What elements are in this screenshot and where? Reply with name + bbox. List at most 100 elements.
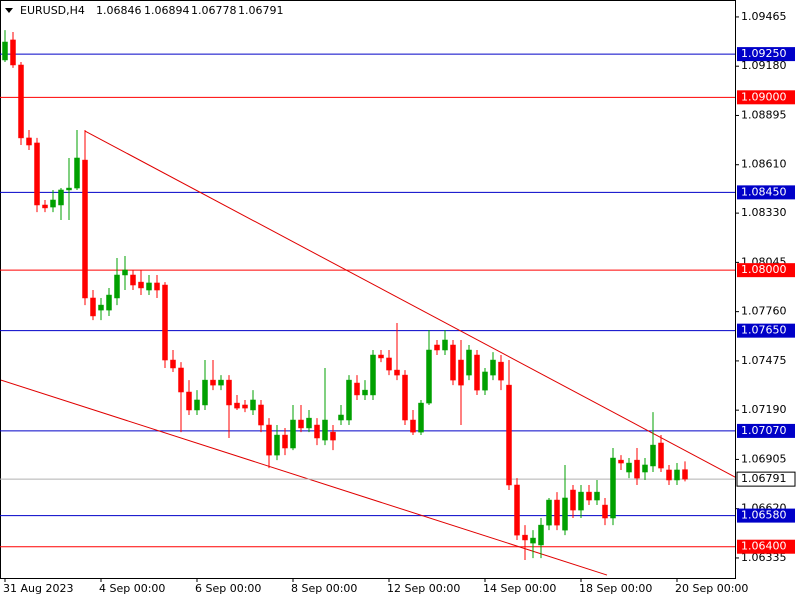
- candle-body: [154, 282, 160, 291]
- candle-body: [274, 434, 280, 456]
- x-tick-label: 12 Sep 00:00: [387, 582, 460, 595]
- candle-body: [354, 382, 360, 396]
- header-close: 1.06791: [238, 4, 284, 17]
- level-label: 1.07650: [741, 324, 787, 337]
- candle-body: [258, 404, 264, 426]
- plot-frame: [0, 0, 736, 579]
- candle-body: [434, 344, 440, 351]
- y-tick-label: 1.06335: [741, 551, 787, 564]
- candle-body: [82, 159, 88, 299]
- candle-body: [290, 419, 296, 449]
- candle-body: [426, 349, 432, 404]
- y-tick-label: 1.06905: [741, 452, 787, 465]
- candle-body: [234, 402, 240, 409]
- level-label-box: [737, 508, 795, 523]
- candle-body: [50, 199, 56, 208]
- x-tick-label: 6 Sep 00:00: [195, 582, 261, 595]
- candle-body: [298, 419, 304, 429]
- y-tick-label: 1.07760: [741, 305, 787, 318]
- x-tick-label: 4 Sep 00:00: [99, 582, 165, 595]
- level-label-box: [737, 47, 795, 62]
- candle-body: [138, 281, 144, 289]
- candle-body: [362, 389, 368, 396]
- candle-body: [626, 462, 632, 473]
- candle-body: [130, 274, 136, 286]
- header-high: 1.06894: [144, 4, 190, 17]
- candle-body: [530, 537, 536, 544]
- candle-body: [202, 379, 208, 406]
- candle-body: [610, 457, 616, 519]
- candle-body: [346, 379, 352, 421]
- candle-body: [546, 499, 552, 526]
- candle-body: [146, 282, 152, 291]
- candle-body: [114, 274, 120, 299]
- level-label-box: [737, 323, 795, 338]
- y-tick-label: 1.07475: [741, 354, 787, 367]
- candle-body: [490, 359, 496, 376]
- candle-body: [458, 359, 464, 386]
- candle-body: [34, 142, 40, 206]
- x-tick-label: 31 Aug 2023: [3, 582, 73, 595]
- collapse-arrow[interactable]: [5, 8, 13, 13]
- candle-body: [58, 189, 64, 206]
- symbol: EURUSD,H4: [20, 4, 85, 17]
- candle-body: [378, 354, 384, 359]
- level-label: 1.06400: [741, 540, 787, 553]
- candle-body: [450, 344, 456, 381]
- candle-body: [370, 354, 376, 396]
- candle-body: [338, 414, 344, 421]
- x-tick-label: 14 Sep 00:00: [483, 582, 556, 595]
- level-label-box: [737, 423, 795, 438]
- candle-body: [466, 349, 472, 376]
- candle-body: [394, 369, 400, 376]
- candle-body: [210, 379, 216, 386]
- candle-body: [18, 64, 24, 139]
- y-tick-label: 1.07190: [741, 403, 787, 416]
- candle-body: [410, 419, 416, 433]
- candle-body: [682, 469, 688, 480]
- candle-body: [194, 399, 200, 411]
- candle-body: [106, 294, 112, 311]
- candle-body: [26, 137, 32, 146]
- candle-body: [42, 204, 48, 209]
- y-tick-label: 1.08330: [741, 206, 787, 219]
- candle-body: [386, 357, 392, 371]
- x-tick-label: 8 Sep 00:00: [291, 582, 357, 595]
- candle-body: [586, 491, 592, 501]
- candle-body: [666, 469, 672, 481]
- candle-body: [186, 391, 192, 411]
- header-low: 1.06778: [191, 4, 237, 17]
- candle-body: [10, 39, 16, 66]
- candle-body: [2, 41, 8, 61]
- candle-body: [266, 424, 272, 456]
- candle-body: [594, 491, 600, 501]
- candle-body: [90, 297, 96, 317]
- candle-body: [282, 434, 288, 449]
- candle-body: [242, 404, 248, 409]
- candle-body: [122, 269, 128, 276]
- trendline: [84, 130, 735, 478]
- candle-body: [402, 374, 408, 421]
- price-label-box: [736, 471, 796, 487]
- y-tick-label: 1.09180: [741, 59, 787, 72]
- candle-body: [514, 484, 520, 536]
- y-tick-label: 1.08610: [741, 158, 787, 171]
- axes: 1.09465 1.09180 1.08895 1.08610 1.08330 1.080…: [3, 10, 796, 595]
- price-label: 1.06791: [741, 472, 787, 485]
- candle-body: [554, 499, 560, 526]
- candle-body: [538, 524, 544, 546]
- candle-body: [658, 442, 664, 469]
- candle-body: [74, 157, 80, 189]
- candle-body: [306, 417, 312, 429]
- candle-body: [506, 384, 512, 486]
- candle-body: [602, 504, 608, 519]
- candle-body: [618, 459, 624, 464]
- level-label: 1.08000: [741, 263, 787, 276]
- level-label: 1.07070: [741, 424, 787, 437]
- candle-body: [522, 534, 528, 541]
- candle-body: [634, 459, 640, 479]
- candle-body: [330, 431, 336, 441]
- candle-body: [322, 419, 328, 441]
- level-label-box: [737, 263, 795, 278]
